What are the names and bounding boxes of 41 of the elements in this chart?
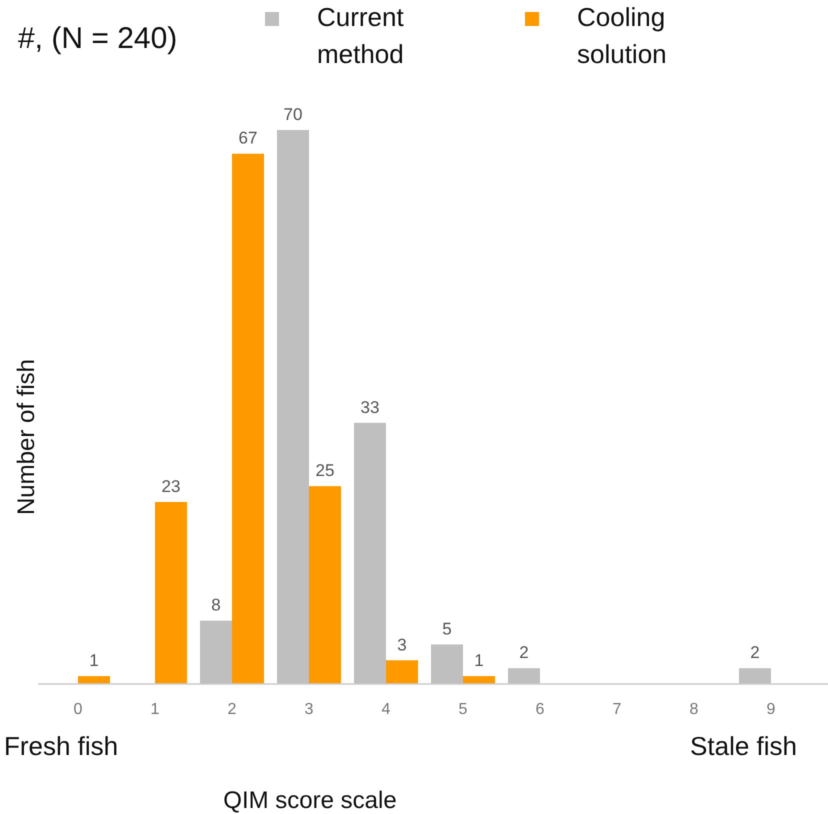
- data-label: 25: [316, 461, 334, 480]
- x-axis-title: QIM score scale: [223, 787, 397, 814]
- data-label: 3: [397, 635, 407, 654]
- data-label: 33: [360, 398, 380, 417]
- x-tick-label: 5: [458, 701, 468, 718]
- bar: [463, 676, 495, 684]
- bar: [386, 660, 418, 684]
- bar: [739, 668, 771, 684]
- bar: [200, 620, 232, 684]
- y-axis-title: Number of fish: [13, 358, 40, 516]
- x-tick-label: 0: [74, 701, 83, 718]
- bar: [78, 676, 110, 684]
- legend-label: Current method: [317, 2, 404, 69]
- data-label: 2: [750, 643, 760, 662]
- chart-title: #, (N = 240): [18, 22, 178, 55]
- bar: [431, 644, 463, 684]
- text: Stale fish: [690, 731, 797, 761]
- x-tick-label: 7: [612, 701, 622, 718]
- data-label: 23: [162, 476, 180, 496]
- data-label: 67: [238, 128, 258, 148]
- bar: [354, 422, 386, 684]
- legend-label: Cooling solution: [577, 2, 667, 69]
- data-label: 5: [442, 619, 452, 638]
- x-tick-label: 6: [536, 701, 545, 718]
- x-tick-label: 8: [690, 701, 699, 718]
- bar: [232, 154, 264, 684]
- data-label: 1: [89, 651, 99, 670]
- x-tick-label: 1: [150, 701, 160, 718]
- data-label: 8: [211, 596, 221, 615]
- x-tick-label: 9: [766, 701, 776, 718]
- data-label: 70: [284, 105, 302, 124]
- x-tick-label: 3: [304, 701, 314, 718]
- x-tick-label: 2: [228, 701, 237, 718]
- bar: [508, 668, 540, 684]
- text: Fresh fish: [4, 731, 118, 761]
- data-label: 1: [474, 651, 484, 670]
- x-tick-label: 4: [382, 701, 391, 718]
- bar: [309, 486, 341, 684]
- bar: [155, 502, 187, 684]
- data-label: 2: [519, 643, 529, 662]
- bar: [277, 130, 309, 684]
